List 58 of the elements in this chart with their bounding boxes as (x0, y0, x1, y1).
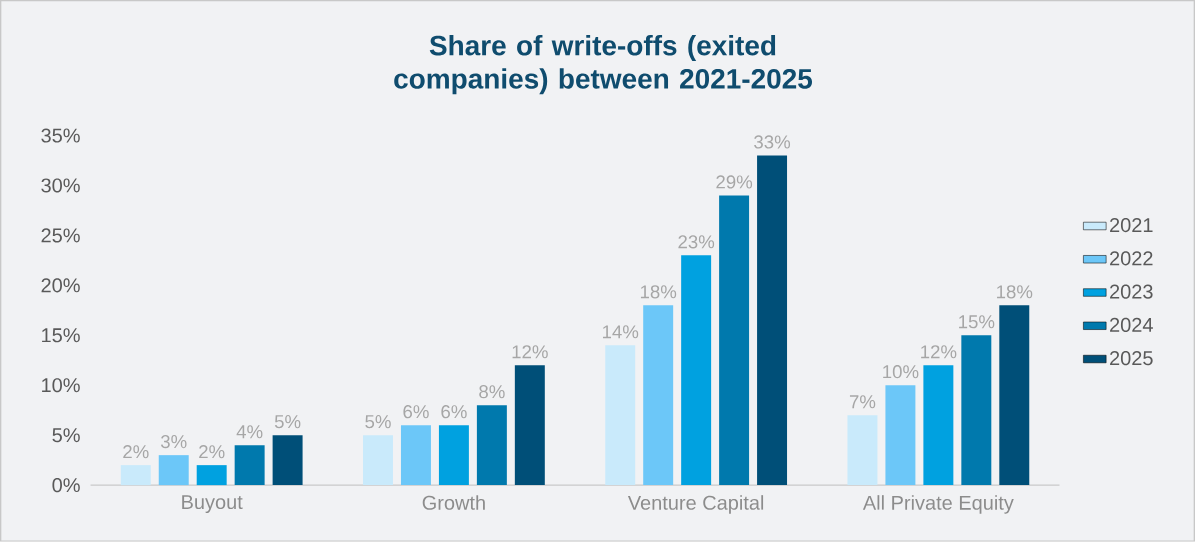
legend-label: 2022 (1110, 251, 1153, 266)
y-tick-label: 5% (52, 428, 80, 443)
bar (643, 305, 674, 486)
chart-title: Share of write-offs (exited companies) between 2021-2025 (394, 35, 813, 95)
y-tick-label: 30% (41, 178, 80, 193)
data-label: 15% (959, 315, 995, 329)
data-label: 18% (640, 285, 677, 299)
data-label: 12% (921, 345, 957, 359)
bar (605, 345, 636, 486)
legend-label: 2025 (1110, 351, 1153, 366)
bar (438, 425, 469, 486)
bar (234, 445, 265, 486)
legend-label: 2023 (1110, 284, 1153, 299)
data-label: 5% (274, 415, 301, 429)
data-label: 29% (716, 175, 753, 189)
data-label: 3% (160, 435, 187, 449)
y-tick-label: 15% (42, 328, 80, 343)
bar (885, 385, 916, 486)
bar (847, 415, 878, 486)
bar (158, 455, 189, 486)
data-label: 5% (365, 415, 391, 429)
bar (196, 465, 227, 486)
x-tick-label: Buyout (182, 495, 243, 514)
bar (476, 405, 507, 486)
x-tick-label: Growth (422, 495, 485, 510)
y-tick-label: 0% (52, 478, 80, 493)
data-label: 2% (199, 445, 225, 459)
data-label: 7% (849, 395, 876, 409)
y-tick-label: 20% (41, 278, 80, 293)
bar (999, 305, 1030, 486)
data-label: 12% (512, 345, 548, 359)
data-label: 8% (479, 385, 505, 399)
x-tick-label: All Private Equity (862, 495, 1014, 514)
bar (757, 155, 788, 486)
data-label: 2% (123, 445, 149, 459)
y-tick-label: 35% (41, 128, 80, 143)
bar (400, 425, 431, 486)
data-label: 6% (441, 405, 467, 419)
bar (923, 365, 954, 486)
data-label: 18% (997, 285, 1033, 299)
data-label: 14% (602, 325, 639, 339)
legend-label: 2024 (1110, 317, 1153, 333)
y-tick-label: 25% (41, 228, 80, 243)
bar (514, 365, 545, 486)
bar (681, 255, 712, 486)
data-label: 10% (883, 365, 919, 379)
bar (363, 435, 393, 486)
data-label: 33% (754, 135, 791, 149)
data-label: 23% (678, 235, 715, 249)
bar (961, 335, 992, 486)
legend-label: 2021 (1110, 218, 1153, 233)
x-tick-label: Venture Capital (627, 495, 764, 514)
data-label: 4% (236, 425, 263, 439)
bar (272, 435, 303, 486)
bar (719, 195, 750, 486)
y-tick-label: 10% (42, 378, 80, 393)
data-label: 6% (403, 405, 429, 419)
bar (120, 465, 151, 486)
